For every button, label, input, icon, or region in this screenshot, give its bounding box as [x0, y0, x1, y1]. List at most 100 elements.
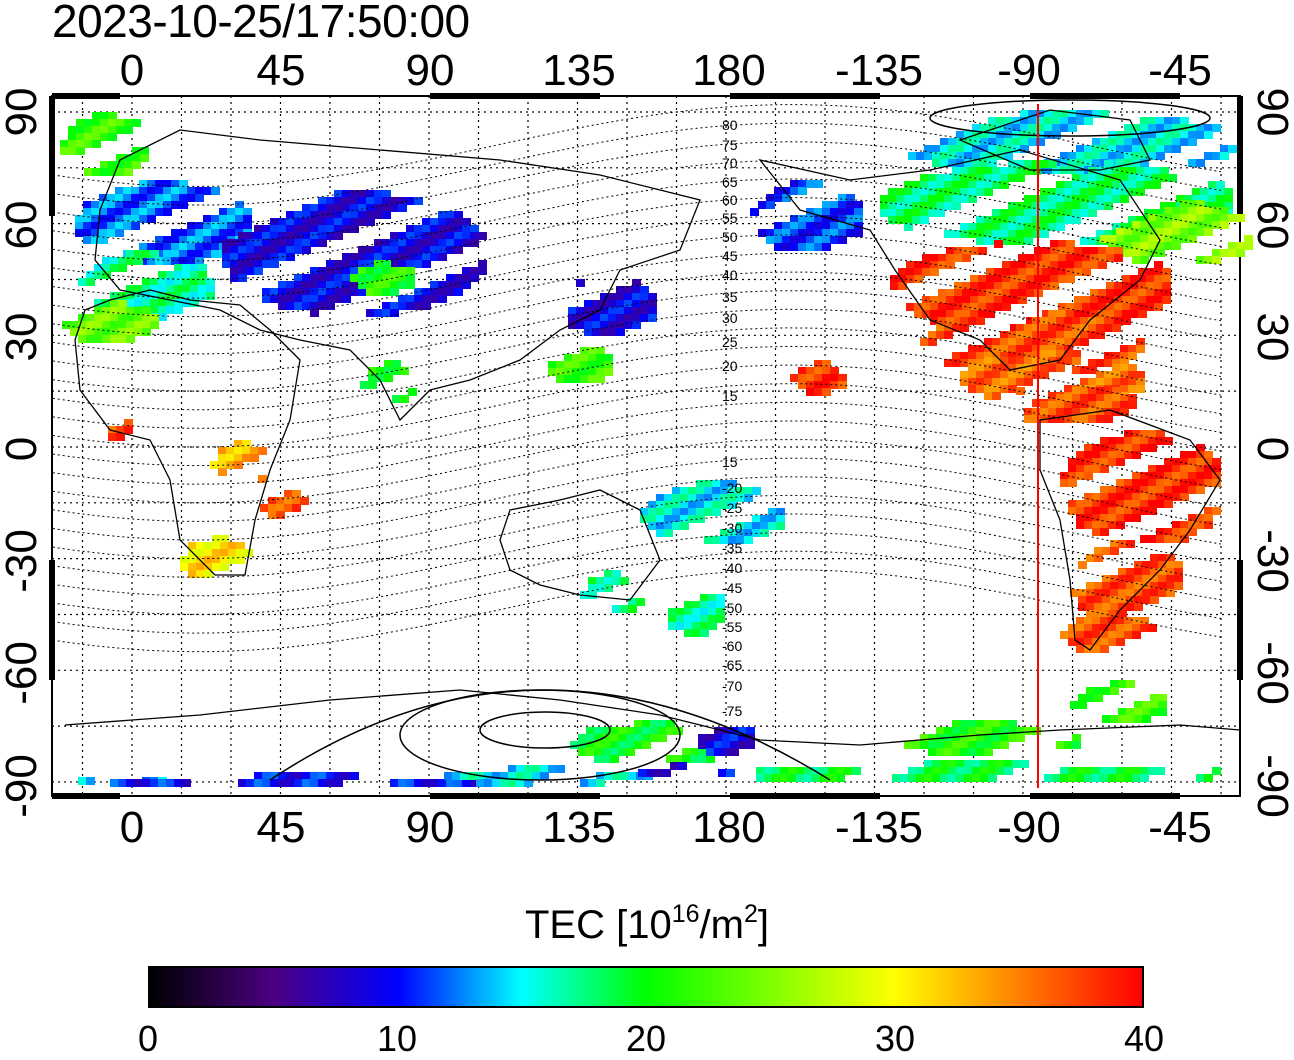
tec-cell — [1110, 589, 1119, 597]
tec-cell — [1156, 138, 1165, 146]
magnetic-contour — [52, 308, 1222, 392]
tec-cell — [150, 285, 159, 293]
tec-cell — [720, 536, 729, 544]
tec-cell — [228, 556, 237, 564]
tec-cell — [1172, 242, 1181, 250]
tec-cell — [730, 741, 739, 749]
tec-cell — [1120, 352, 1129, 360]
tec-cell — [1148, 117, 1157, 125]
tec-cell — [1164, 535, 1173, 543]
tec-cell — [1124, 451, 1133, 459]
tec-cell — [1050, 261, 1059, 269]
tec-cell — [1024, 345, 1033, 353]
tec-cell — [406, 225, 415, 233]
tec-cell — [746, 741, 755, 749]
tec-cell — [1088, 324, 1097, 332]
tec-cell — [390, 288, 399, 296]
tec-cell — [163, 187, 172, 195]
tec-cell — [262, 295, 271, 303]
tec-cell — [956, 131, 965, 139]
tec-cell — [736, 487, 745, 495]
tec-cell — [1122, 296, 1131, 304]
tec-cell — [806, 180, 815, 188]
tec-cell — [516, 779, 525, 787]
tec-cell — [988, 159, 997, 167]
tec-cell — [203, 187, 212, 195]
tec-cell — [1060, 767, 1069, 775]
tec-cell — [1126, 680, 1135, 688]
tec-cell — [1026, 275, 1035, 283]
tec-cell — [118, 264, 127, 272]
tec-cell — [684, 622, 693, 630]
tec-cell — [204, 570, 213, 578]
tec-cell — [1040, 371, 1049, 379]
tec-cell — [604, 584, 613, 592]
tec-cell — [1148, 249, 1157, 257]
tec-cell — [60, 147, 69, 155]
contour-label: 55 — [722, 210, 738, 226]
tec-cell — [1000, 727, 1009, 735]
contour-label: -70 — [722, 678, 742, 694]
tec-cell — [798, 180, 807, 188]
tec-cell — [126, 314, 135, 322]
tec-cell — [640, 307, 649, 315]
tec-cell — [964, 760, 973, 768]
tec-cell — [155, 180, 164, 188]
tec-cell — [1098, 254, 1107, 262]
tec-cell — [452, 772, 461, 780]
tec-cell — [960, 378, 969, 386]
tec-cell — [116, 119, 125, 127]
tec-cell — [906, 303, 915, 311]
tec-cell — [976, 188, 985, 196]
tec-cell — [1072, 174, 1081, 182]
tec-cell — [107, 194, 116, 202]
tec-cell — [1092, 767, 1101, 775]
tec-cell — [326, 779, 335, 787]
tec-cell — [618, 734, 627, 742]
tec-cell — [946, 310, 955, 318]
tec-cell — [1042, 282, 1051, 290]
tec-cell — [1088, 387, 1097, 395]
tec-cell — [1012, 145, 1021, 153]
tec-cell — [126, 257, 135, 265]
tec-cell — [782, 243, 791, 251]
tec-cell — [1150, 708, 1159, 716]
tec-cell — [179, 243, 188, 251]
tec-cell — [1092, 493, 1101, 501]
tec-cell — [219, 215, 228, 223]
tec-cell — [1142, 596, 1151, 604]
tec-cell — [254, 225, 263, 233]
tec-cell — [1084, 507, 1093, 515]
tec-cell — [548, 368, 557, 376]
tec-cell — [220, 563, 229, 571]
tec-cell — [126, 285, 135, 293]
tec-cell — [1004, 138, 1013, 146]
tec-cell — [1016, 160, 1025, 168]
tec-cell — [1146, 275, 1155, 283]
tec-cell — [908, 152, 917, 160]
tec-cell — [604, 361, 613, 369]
tec-cell — [888, 188, 897, 196]
tec-cell — [746, 727, 755, 735]
tec-cell — [596, 347, 605, 355]
tec-cell — [1114, 317, 1123, 325]
tec-cell — [163, 243, 172, 251]
tec-cell — [86, 777, 95, 785]
tec-cell — [1000, 357, 1009, 365]
tec-cell — [992, 371, 1001, 379]
tec-cell — [814, 374, 823, 382]
tec-cell — [616, 286, 625, 294]
tec-cell — [984, 223, 993, 231]
tec-cell — [954, 317, 963, 325]
tec-cell — [700, 629, 709, 637]
tec-cell — [1032, 202, 1041, 210]
tec-cell — [920, 188, 929, 196]
tec-cell — [302, 218, 311, 226]
tec-cell — [624, 314, 633, 322]
tec-cell — [738, 734, 747, 742]
top-axis-label: 180 — [692, 46, 765, 95]
tec-cell — [140, 154, 149, 162]
tec-cell — [1092, 528, 1101, 536]
tec-cell — [1052, 124, 1061, 132]
tec-cell — [928, 741, 937, 749]
